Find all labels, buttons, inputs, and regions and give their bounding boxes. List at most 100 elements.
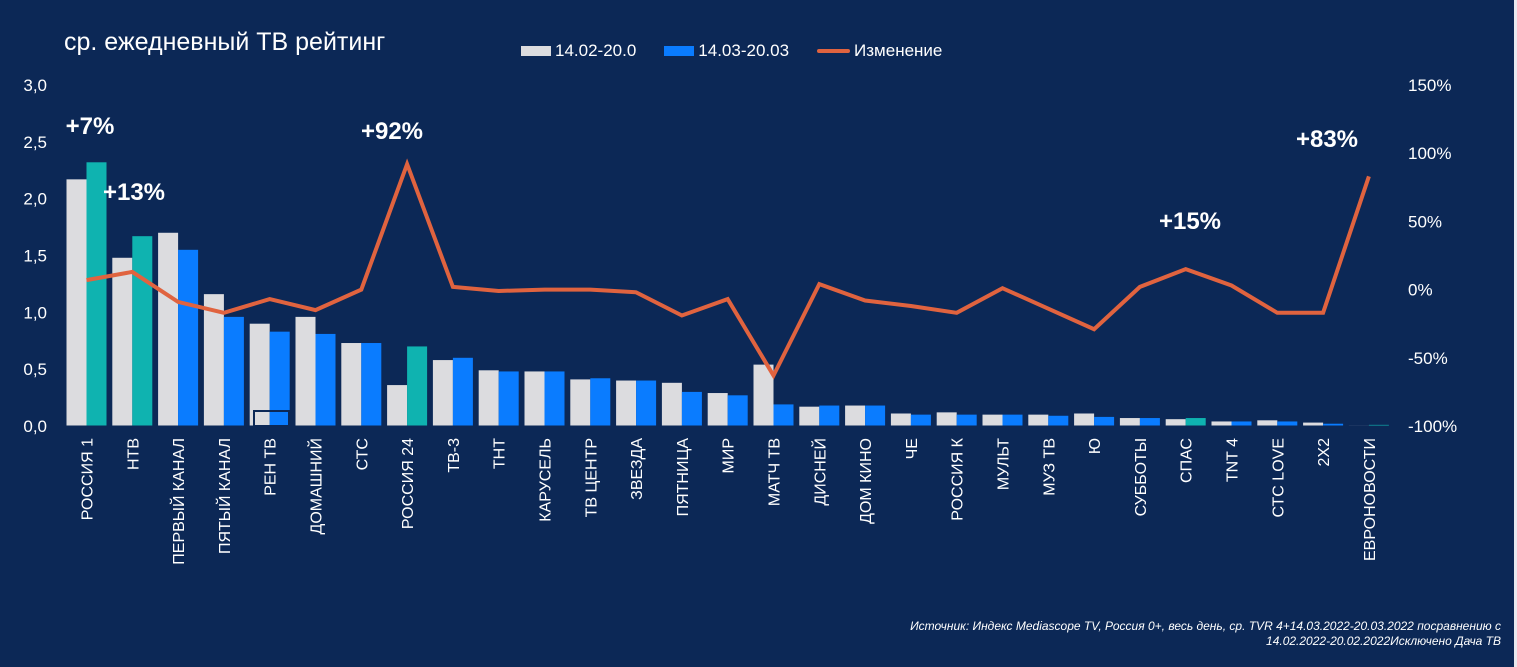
bar-period1: [799, 406, 820, 426]
bar-period2: [498, 371, 519, 426]
bar-period2: [819, 405, 840, 426]
x-tick-label: 2X2: [1316, 438, 1333, 467]
x-tick-label: ПЯТЫЙ КАНАЛ: [215, 438, 234, 554]
bar-period1: [112, 257, 133, 426]
legend-label-period1: 14.02-20.0: [555, 41, 637, 60]
x-tick-label: СУББОТЫ: [1133, 438, 1150, 516]
legend-item-period1: 14.02-20.0: [521, 41, 636, 61]
x-tick-label: МИР: [721, 438, 738, 474]
annotations: +7% +13% +92% +15% +83%: [66, 113, 1358, 235]
x-tick-label: ЧЕ: [904, 438, 921, 459]
x-tick-label: ПЕРВЫЙ КАНАЛ: [169, 438, 188, 565]
x-tick-label: ДОМАШНИЙ: [307, 438, 326, 535]
bar-period2: [910, 414, 931, 426]
bar-period2: [681, 391, 702, 426]
bar-period2: [452, 357, 473, 426]
bar-period1: [1165, 419, 1186, 426]
left-axis: 0,0 0,5 1,0 1,5 2,0 2,5 3,0: [23, 76, 47, 436]
change-line: [86, 158, 1371, 380]
x-tick-label: ЕВРОНОВОСТИ: [1362, 438, 1379, 561]
bar-period2: [636, 380, 657, 426]
x-tick-label: ДОМ КИНО: [858, 438, 875, 524]
bar-period2: [1094, 416, 1115, 426]
bar-period2: [1139, 418, 1160, 426]
legend-item-period2: 14.03-20.03: [664, 41, 789, 61]
y-tick-label: 1,0: [23, 303, 47, 322]
bar-period2: [727, 395, 748, 426]
bar-period2: [1185, 418, 1206, 426]
bar-period1: [249, 323, 270, 426]
bar-period2: [1048, 415, 1069, 426]
bar-period1: [1028, 414, 1049, 426]
selection-box: [253, 410, 290, 427]
change-annotation: +83%: [1296, 126, 1358, 153]
y-tick-label: 0,5: [23, 360, 47, 379]
x-tick-label: ТВ-3: [446, 438, 463, 473]
bar-period1: [753, 364, 774, 426]
x-tick-label: РОССИЯ 1: [80, 438, 97, 520]
change-annotation: +92%: [361, 118, 423, 145]
bar-period1: [158, 232, 179, 426]
x-tick-label: КАРУСЕЛЬ: [538, 438, 555, 522]
bar-period2: [773, 404, 794, 426]
bar-period2: [178, 249, 199, 426]
bar-period1: [982, 414, 1003, 426]
source-line-1: Источник: Индекс Mediascope TV, Россия 0…: [910, 619, 1501, 633]
y-tick-label: 3,0: [23, 76, 47, 95]
page-edge: [1514, 0, 1517, 667]
legend-swatch-period2: [664, 46, 695, 56]
bar-period1: [387, 385, 408, 426]
bar-period2: [1231, 421, 1252, 426]
bar-period2: [86, 162, 107, 426]
x-tick-label: РОССИЯ 24: [400, 438, 417, 529]
x-tick-label: ДИСНЕЙ: [810, 438, 829, 506]
y2-tick-label: 100%: [1408, 144, 1451, 163]
x-tick-label: МУЗ ТВ: [1041, 438, 1058, 496]
bar-period1: [295, 316, 316, 426]
legend-item-change: Изменение: [817, 41, 942, 61]
y-tick-label: 2,0: [23, 190, 47, 209]
bar-period2: [956, 414, 977, 426]
legend-label-change: Изменение: [854, 41, 943, 60]
bar-period1: [1211, 421, 1232, 426]
legend-label-period2: 14.03-20.03: [698, 41, 790, 60]
y-tick-label: 0,0: [23, 417, 47, 436]
change-annotation: +15%: [1159, 208, 1221, 235]
bar-period1: [203, 294, 224, 426]
bar-period2: [223, 316, 244, 426]
bar-period2: [1002, 414, 1023, 426]
bar-period1: [890, 413, 911, 426]
bar-period1: [524, 371, 545, 426]
x-tick-label: TNT 4: [1225, 438, 1242, 482]
bar-period2: [315, 333, 336, 426]
legend-swatch-change: [817, 49, 851, 53]
change-annotation: +13%: [103, 179, 165, 206]
x-tick-label: ТВ ЦЕНТР: [583, 438, 600, 517]
source-line-2: 14.02.2022-20.02.2022Исключено Дача ТВ: [1266, 634, 1501, 648]
category-labels: РОССИЯ 1 НТВ ПЕРВЫЙ КАНАЛ ПЯТЫЙ КАНАЛ РЕН ТВ…: [80, 437, 1379, 564]
y2-tick-label: -100%: [1408, 417, 1457, 436]
bar-period1: [936, 412, 957, 426]
x-tick-label: ЗВЕЗДА: [629, 438, 646, 500]
x-tick-label: СПАС: [1179, 438, 1196, 483]
bar-period2: [1368, 424, 1389, 426]
right-axis: -100% -50% 0% 50% 100% 150%: [1408, 76, 1457, 436]
bar-period1: [66, 179, 87, 426]
bar-period1: [845, 405, 866, 426]
bar-period2: [1277, 421, 1298, 426]
bar-period1: [707, 393, 728, 426]
source-note: Источник: Индекс Mediascope TV, Россия 0…: [801, 619, 1501, 649]
bar-period1: [616, 380, 637, 426]
legend-swatch-period1: [521, 46, 551, 56]
bar-period2: [1323, 423, 1344, 426]
bars: [66, 162, 1389, 426]
bar-period2: [269, 331, 290, 426]
x-tick-label: ПЯТНИЦА: [675, 438, 692, 517]
x-tick-label: СТС LOVE: [1270, 438, 1287, 517]
bar-period1: [1303, 422, 1324, 426]
x-tick-label: МАТЧ ТВ: [767, 438, 784, 506]
x-tick-label: СТС: [354, 438, 371, 470]
x-tick-label: РОССИЯ К: [950, 437, 967, 520]
y2-tick-label: 150%: [1408, 76, 1451, 95]
